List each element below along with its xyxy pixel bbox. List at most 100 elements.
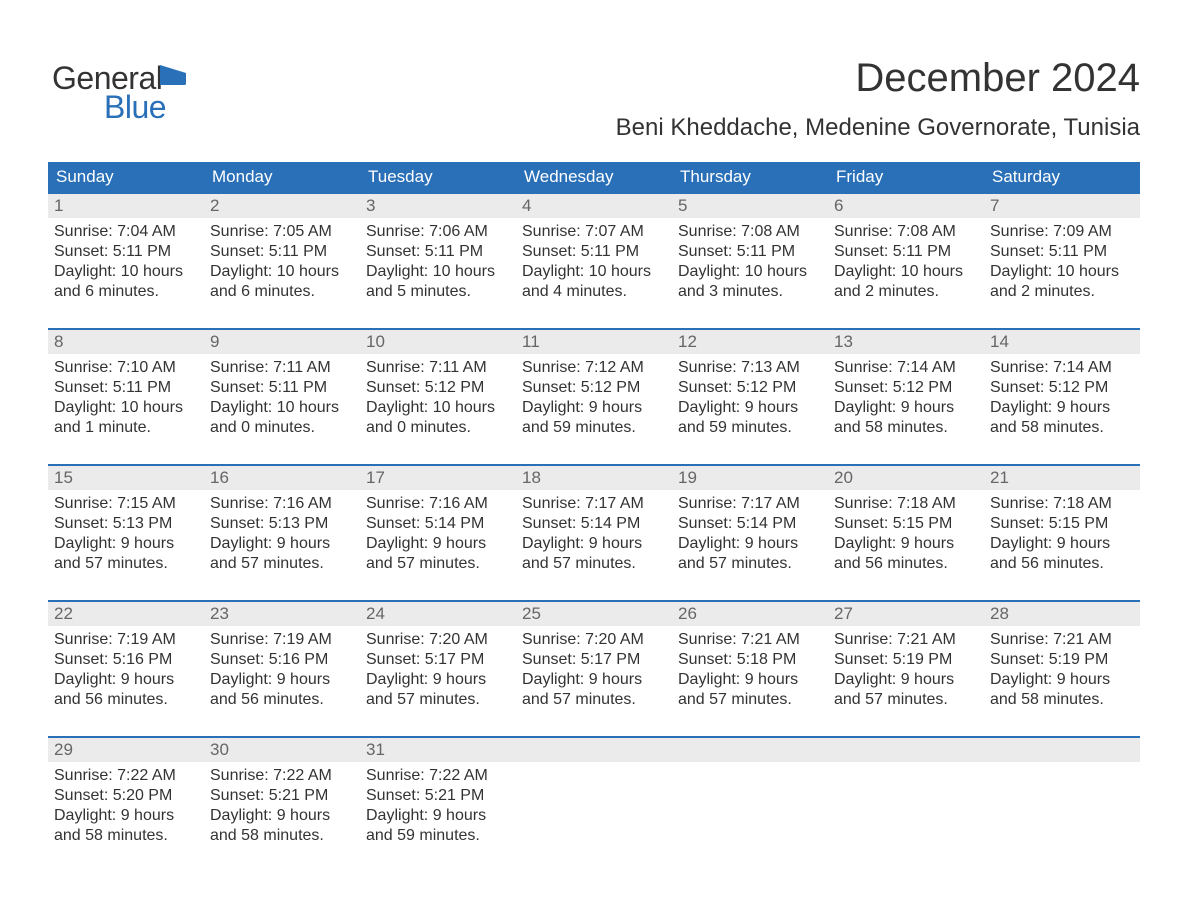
sunrise-label: Sunrise: xyxy=(54,495,113,512)
sunrise-line: Sunrise: 7:12 AM xyxy=(522,358,666,378)
sunset-line: Sunset: 5:19 PM xyxy=(990,650,1134,670)
sunrise-value: 7:14 AM xyxy=(897,359,956,376)
sunset-label: Sunset: xyxy=(522,515,576,532)
sunset-label: Sunset: xyxy=(522,379,576,396)
sunrise-line: Sunrise: 7:20 AM xyxy=(522,630,666,650)
sunset-label: Sunset: xyxy=(522,243,576,260)
daylight-label: Daylight: xyxy=(366,807,428,824)
sunset-value: 5:11 PM xyxy=(269,379,327,396)
day-number: 22 xyxy=(48,602,204,626)
daylight-label: Daylight: xyxy=(522,535,584,552)
daylight-line: Daylight: 10 hours and 0 minutes. xyxy=(366,398,510,438)
daylight-label: Daylight: xyxy=(54,807,116,824)
day-number: 14 xyxy=(984,330,1140,354)
sunrise-label: Sunrise: xyxy=(678,359,737,376)
day-cell: 19Sunrise: 7:17 AMSunset: 5:14 PMDayligh… xyxy=(672,466,828,586)
daylight-line: Daylight: 9 hours and 58 minutes. xyxy=(54,806,198,846)
sunset-line: Sunset: 5:15 PM xyxy=(990,514,1134,534)
sunset-label: Sunset: xyxy=(366,379,420,396)
sunset-label: Sunset: xyxy=(678,651,732,668)
sunrise-value: 7:21 AM xyxy=(741,631,800,648)
sunrise-label: Sunrise: xyxy=(990,359,1049,376)
day-number: 8 xyxy=(48,330,204,354)
week-row: 1Sunrise: 7:04 AMSunset: 5:11 PMDaylight… xyxy=(48,192,1140,314)
day-details: Sunrise: 7:08 AMSunset: 5:11 PMDaylight:… xyxy=(672,218,828,306)
sunset-value: 5:12 PM xyxy=(1049,379,1109,396)
sunset-line: Sunset: 5:11 PM xyxy=(522,242,666,262)
day-number: 5 xyxy=(672,194,828,218)
sunrise-value: 7:16 AM xyxy=(273,495,332,512)
sunrise-value: 7:09 AM xyxy=(1053,223,1112,240)
day-details: Sunrise: 7:17 AMSunset: 5:14 PMDaylight:… xyxy=(672,490,828,578)
empty-cell xyxy=(984,738,1140,858)
sunset-line: Sunset: 5:11 PM xyxy=(210,378,354,398)
daylight-line: Daylight: 9 hours and 57 minutes. xyxy=(54,534,198,574)
sunset-value: 5:14 PM xyxy=(581,515,641,532)
day-cell: 11Sunrise: 7:12 AMSunset: 5:12 PMDayligh… xyxy=(516,330,672,450)
daylight-label: Daylight: xyxy=(366,263,428,280)
day-number: 12 xyxy=(672,330,828,354)
sunset-line: Sunset: 5:18 PM xyxy=(678,650,822,670)
daylight-label: Daylight: xyxy=(366,535,428,552)
sunset-label: Sunset: xyxy=(990,243,1044,260)
day-details: Sunrise: 7:18 AMSunset: 5:15 PMDaylight:… xyxy=(828,490,984,578)
sunset-label: Sunset: xyxy=(990,651,1044,668)
day-number: 11 xyxy=(516,330,672,354)
week-row: 15Sunrise: 7:15 AMSunset: 5:13 PMDayligh… xyxy=(48,464,1140,586)
daylight-label: Daylight: xyxy=(678,399,740,416)
sunrise-value: 7:22 AM xyxy=(429,767,488,784)
daylight-line: Daylight: 9 hours and 56 minutes. xyxy=(54,670,198,710)
sunrise-label: Sunrise: xyxy=(678,631,737,648)
sunrise-line: Sunrise: 7:22 AM xyxy=(54,766,198,786)
day-number: 24 xyxy=(360,602,516,626)
sunset-label: Sunset: xyxy=(678,515,732,532)
day-details: Sunrise: 7:13 AMSunset: 5:12 PMDaylight:… xyxy=(672,354,828,442)
day-details: Sunrise: 7:12 AMSunset: 5:12 PMDaylight:… xyxy=(516,354,672,442)
daylight-label: Daylight: xyxy=(834,263,896,280)
sunset-value: 5:14 PM xyxy=(425,515,485,532)
sunrise-value: 7:14 AM xyxy=(1053,359,1112,376)
sunrise-label: Sunrise: xyxy=(990,223,1049,240)
daylight-label: Daylight: xyxy=(990,263,1052,280)
sunrise-label: Sunrise: xyxy=(834,223,893,240)
sunrise-line: Sunrise: 7:11 AM xyxy=(366,358,510,378)
weeks-container: 1Sunrise: 7:04 AMSunset: 5:11 PMDaylight… xyxy=(48,192,1140,858)
sunset-label: Sunset: xyxy=(834,515,888,532)
day-number: 4 xyxy=(516,194,672,218)
sunrise-value: 7:20 AM xyxy=(585,631,644,648)
logo-flag-icon xyxy=(160,65,186,85)
daylight-line: Daylight: 10 hours and 3 minutes. xyxy=(678,262,822,302)
day-header: Sunday xyxy=(48,167,204,187)
daylight-label: Daylight: xyxy=(678,535,740,552)
sunrise-value: 7:08 AM xyxy=(897,223,956,240)
sunrise-line: Sunrise: 7:05 AM xyxy=(210,222,354,242)
day-number xyxy=(516,738,672,762)
sunrise-value: 7:06 AM xyxy=(429,223,488,240)
sunset-value: 5:11 PM xyxy=(269,243,327,260)
sunrise-line: Sunrise: 7:16 AM xyxy=(210,494,354,514)
sunset-label: Sunset: xyxy=(678,243,732,260)
sunset-label: Sunset: xyxy=(678,379,732,396)
day-number: 10 xyxy=(360,330,516,354)
sunset-line: Sunset: 5:17 PM xyxy=(522,650,666,670)
daylight-label: Daylight: xyxy=(366,671,428,688)
day-cell: 7Sunrise: 7:09 AMSunset: 5:11 PMDaylight… xyxy=(984,194,1140,314)
empty-cell xyxy=(828,738,984,858)
daylight-line: Daylight: 9 hours and 57 minutes. xyxy=(834,670,978,710)
sunrise-line: Sunrise: 7:10 AM xyxy=(54,358,198,378)
sunrise-label: Sunrise: xyxy=(990,631,1049,648)
day-cell: 26Sunrise: 7:21 AMSunset: 5:18 PMDayligh… xyxy=(672,602,828,722)
sunset-value: 5:12 PM xyxy=(425,379,485,396)
sunrise-label: Sunrise: xyxy=(522,631,581,648)
sunset-line: Sunset: 5:20 PM xyxy=(54,786,198,806)
day-details: Sunrise: 7:06 AMSunset: 5:11 PMDaylight:… xyxy=(360,218,516,306)
day-number: 28 xyxy=(984,602,1140,626)
sunrise-label: Sunrise: xyxy=(678,495,737,512)
day-number: 7 xyxy=(984,194,1140,218)
sunrise-label: Sunrise: xyxy=(366,495,425,512)
sunset-label: Sunset: xyxy=(54,379,108,396)
day-number: 9 xyxy=(204,330,360,354)
day-number: 26 xyxy=(672,602,828,626)
sunset-line: Sunset: 5:14 PM xyxy=(678,514,822,534)
daylight-label: Daylight: xyxy=(990,671,1052,688)
